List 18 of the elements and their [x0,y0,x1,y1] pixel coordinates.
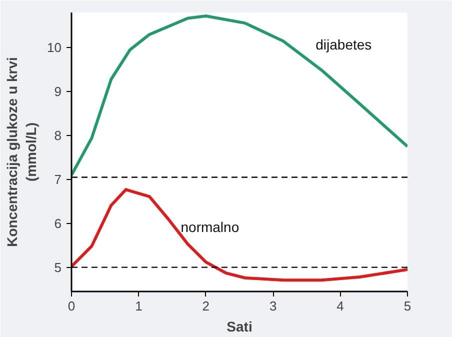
y-tick-label: 7 [54,172,62,187]
series-label: normalno [180,218,240,235]
y-tick-label: 5 [54,260,62,275]
y-axis-title: Koncentracija glukoze u krvi (mmol/L) [4,57,40,247]
x-tick-label: 5 [404,298,412,314]
x-tick-label: 1 [135,298,142,314]
x-axis-title: Sati [226,318,252,334]
x-tick-label: 2 [202,298,210,314]
y-tick-label: 6 [54,216,62,231]
y-tick-label: 9 [54,84,62,100]
line-series [72,188,408,282]
x-tick-label: 0 [68,298,76,314]
series-label: dijabetes [316,36,372,53]
y-tick-label: 8 [54,128,62,144]
line-series [72,14,408,177]
x-tick-label: 3 [269,298,277,314]
x-tick-label: 4 [336,298,344,314]
y-tick-label: 10 [47,40,62,56]
